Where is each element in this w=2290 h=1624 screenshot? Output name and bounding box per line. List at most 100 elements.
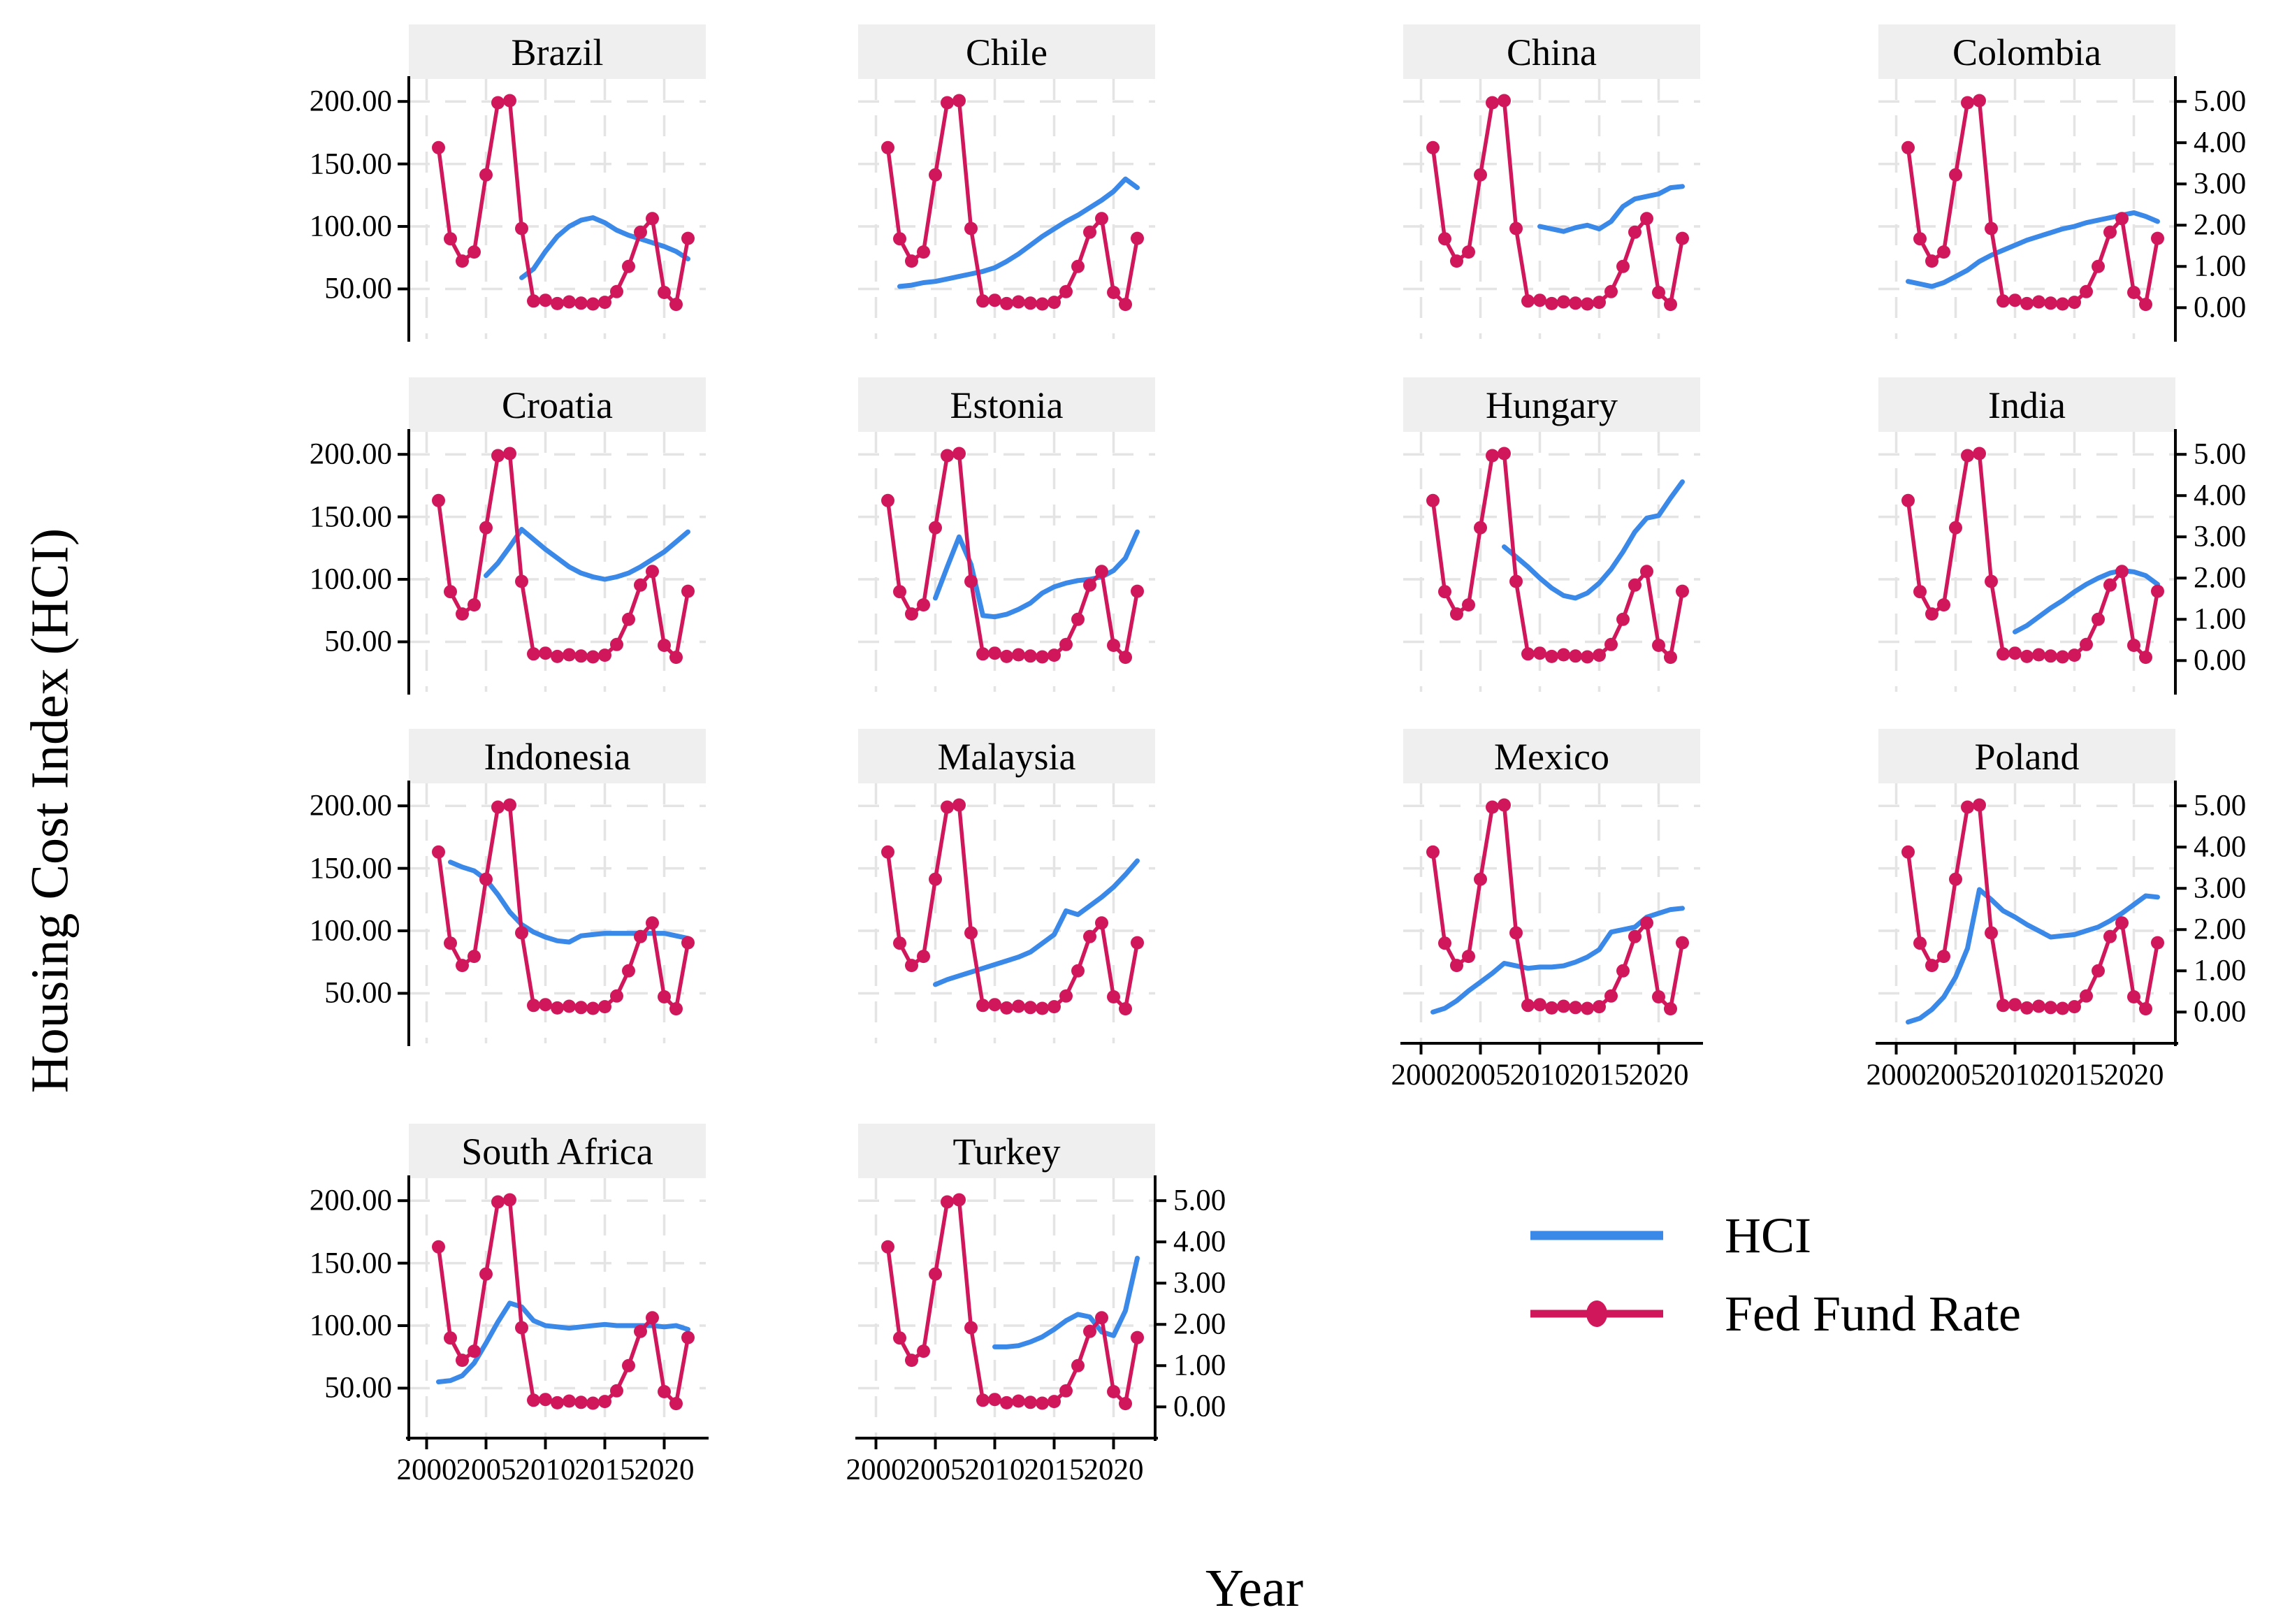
x-tick-label: 2000: [396, 1453, 457, 1486]
right-tick-label: 3.00: [2194, 520, 2247, 553]
panel-title-india: India: [1878, 377, 2175, 432]
fed-marker: [917, 1344, 930, 1358]
fed-marker: [881, 140, 894, 154]
fed-marker: [2127, 286, 2140, 299]
fed-marker: [1949, 521, 1962, 535]
x-tick-label: 2005: [905, 1453, 966, 1486]
panel-south-africa: South Africa 200.00 150.00 100.00 50.00 2000 2…: [310, 1124, 709, 1491]
fed-marker: [1937, 598, 1950, 612]
fed-marker: [1024, 649, 1037, 663]
fed-marker: [2032, 648, 2045, 662]
fed-marker: [1036, 1001, 1049, 1015]
fed-marker: [456, 1354, 469, 1368]
plot-china: [1403, 79, 1700, 339]
fed-marker: [976, 1393, 990, 1407]
fed-marker: [905, 607, 918, 621]
right-tick-label: 3.00: [2194, 167, 2247, 201]
plot-colombia: [1878, 76, 2187, 342]
fed-marker: [598, 296, 611, 310]
panel-title-croatia: Croatia: [409, 377, 706, 432]
left-tick-label: 150.00: [309, 500, 392, 534]
left-tick-label: 50.00: [324, 625, 392, 658]
fed-line: [436, 451, 690, 660]
fed-marker: [1012, 999, 1025, 1013]
fed-marker: [2056, 297, 2069, 311]
fed-marker: [905, 959, 918, 973]
fed-marker: [941, 1195, 954, 1209]
fed-marker: [2020, 1001, 2034, 1015]
fed-marker: [479, 168, 493, 182]
fed-marker: [432, 493, 445, 507]
x-tick-label: 2000: [1866, 1059, 1927, 1092]
x-tick-label: 2000: [1391, 1059, 1451, 1092]
fed-marker: [952, 1193, 966, 1207]
fed-marker: [598, 648, 611, 662]
fed-marker: [1059, 1384, 1073, 1398]
left-tick-label: 100.00: [309, 1309, 392, 1342]
fed-marker: [1569, 649, 1582, 663]
fed-swatch-dot: [1586, 1300, 1607, 1327]
fed-marker: [515, 926, 528, 940]
panel-india: India 5.00 4.00 3.00 2.00 1.00 0.00: [1878, 377, 2246, 695]
fed-marker: [551, 1001, 564, 1015]
right-tick-label: 2.00: [2194, 561, 2247, 595]
x-tick-label: 2015: [1024, 1453, 1085, 1486]
fed-marker: [456, 607, 469, 621]
right-tick-label: 5.00: [2194, 85, 2247, 118]
fed-marker: [1474, 168, 1487, 182]
fed-marker: [1036, 650, 1049, 664]
fed-marker: [1581, 1001, 1594, 1015]
panel-chile: Chile: [858, 24, 1155, 339]
panel-title-china: China: [1403, 24, 1700, 79]
fed-marker: [1521, 999, 1535, 1013]
fed-marker: [1071, 964, 1085, 978]
plot-india: [1878, 429, 2187, 695]
fed-marker: [905, 1354, 918, 1368]
fed-marker: [503, 94, 516, 108]
fed-marker: [1545, 1001, 1558, 1015]
fed-marker: [1498, 798, 1511, 812]
fed-marker: [622, 1358, 635, 1372]
fed-marker: [669, 298, 683, 312]
hci-line: [448, 860, 690, 945]
fed-line: [436, 99, 690, 307]
x-tick-label: 2010: [1985, 1059, 2045, 1092]
panel-title-turkey: Turkey: [858, 1124, 1155, 1178]
fed-marker: [1676, 936, 1689, 950]
legend-label-hci: HCI: [1725, 1208, 1811, 1263]
fed-marker: [1925, 254, 1938, 268]
panel-title-mexico: Mexico: [1403, 729, 1700, 783]
fed-marker: [1652, 639, 1665, 652]
fed-marker: [515, 1321, 528, 1335]
fed-marker: [551, 649, 564, 663]
fed-marker: [1426, 493, 1440, 507]
fed-marker: [1937, 950, 1950, 964]
x-axis-title: Year: [1205, 1559, 1304, 1618]
fed-marker: [1616, 964, 1630, 978]
fed-marker: [1901, 845, 1915, 859]
fed-marker: [551, 1395, 564, 1409]
fed-marker: [2020, 649, 2034, 663]
fed-marker: [658, 990, 671, 1003]
fed-marker: [574, 649, 588, 663]
fed-marker: [1036, 1396, 1049, 1410]
fed-marker: [1652, 286, 1665, 299]
fed-line: [1906, 99, 2160, 307]
y-axis-title: Housing Cost Index (HCI): [20, 528, 80, 1094]
fed-marker: [929, 168, 942, 182]
fed-marker: [1628, 578, 1642, 592]
fed-marker: [586, 650, 600, 664]
fed-marker: [1486, 96, 1499, 110]
fed-marker: [456, 254, 469, 268]
fed-marker: [610, 1384, 623, 1398]
right-tick-label: 2.00: [1173, 1307, 1226, 1341]
legend-row-hci: HCI: [1530, 1196, 2021, 1275]
fed-marker: [1640, 212, 1653, 226]
fed-marker: [527, 294, 540, 308]
fed-marker: [1486, 800, 1499, 814]
fed-marker: [1438, 936, 1451, 950]
fed-marker: [456, 959, 469, 973]
plot-mexico: [1400, 783, 1703, 1054]
fed-marker: [1059, 637, 1073, 651]
fed-marker: [2092, 612, 2105, 626]
